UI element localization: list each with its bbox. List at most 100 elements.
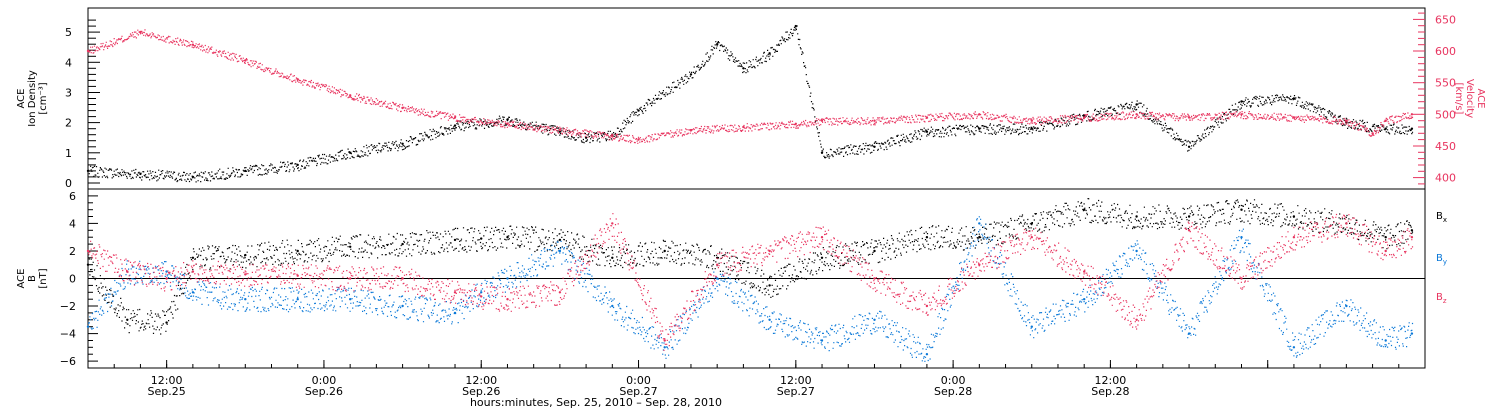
bz-series-point bbox=[349, 277, 352, 280]
by-series-point bbox=[480, 291, 483, 294]
bx-series-point bbox=[1410, 229, 1414, 232]
b-y-tick-label: −6 bbox=[60, 355, 76, 368]
bz-series-point bbox=[1083, 270, 1086, 273]
left-tick-label: 2 bbox=[65, 117, 72, 130]
legend-bz: Bz bbox=[1436, 292, 1447, 305]
legend-bz-sub: z bbox=[1443, 297, 1447, 305]
right-tick-label: 650 bbox=[1435, 13, 1456, 26]
x-tick-label-date: Sep.27 bbox=[619, 385, 657, 398]
bz-series-point bbox=[1384, 249, 1387, 253]
bz-series-point bbox=[480, 295, 483, 298]
bx-series-point bbox=[1135, 215, 1138, 218]
bx-series-point bbox=[663, 249, 666, 253]
left-tick-label: 5 bbox=[65, 26, 72, 39]
by-series-point bbox=[244, 298, 247, 301]
by-series-point bbox=[820, 339, 824, 342]
legend-bx-sub: x bbox=[1443, 216, 1447, 224]
magnetic-field-panel: −6−4−20246ACEB[nT]BxByBz12:00Sep.250:00S… bbox=[16, 188, 1447, 398]
bx-series-point bbox=[768, 284, 771, 287]
density-series-point bbox=[1410, 127, 1414, 130]
bz-series-point bbox=[86, 249, 90, 253]
bz-series-point bbox=[1292, 236, 1296, 239]
by-series-point bbox=[1030, 325, 1034, 328]
bz-series-point bbox=[768, 249, 771, 253]
by-series-point bbox=[1240, 236, 1243, 239]
density-series-point bbox=[1135, 103, 1138, 106]
b-y-tick-label: −4 bbox=[60, 328, 76, 341]
bx-series-point bbox=[925, 236, 929, 239]
right-axis-label: ACEVelocity[km/s] bbox=[1453, 79, 1486, 118]
bx-series-point bbox=[480, 237, 483, 240]
density-series-point bbox=[873, 145, 876, 148]
legend-bx: Bx bbox=[1436, 211, 1447, 224]
x-tick-label-time: 0:00 bbox=[941, 374, 966, 387]
bx-series-point bbox=[349, 245, 352, 248]
by-series-point bbox=[768, 318, 771, 321]
by-series-point bbox=[663, 346, 666, 349]
bx-series-point bbox=[1240, 208, 1243, 211]
x-tick-label-time: 12:00 bbox=[780, 374, 812, 387]
b-y-tick-label: 0 bbox=[69, 273, 76, 286]
b-axis-label-line: B bbox=[27, 275, 38, 282]
b-y-tick-label: 6 bbox=[69, 190, 76, 203]
bz-series-point bbox=[820, 236, 824, 239]
x-axis-title: hours:minutes, Sep. 25, 2010 – Sep. 28, … bbox=[470, 396, 722, 409]
by-series-point bbox=[1135, 249, 1138, 253]
velocity-series bbox=[86, 29, 1414, 144]
density-series-point bbox=[401, 142, 404, 145]
bz-series-point bbox=[506, 298, 509, 301]
by-series-point bbox=[1292, 346, 1296, 349]
bz-series-point bbox=[611, 222, 614, 225]
right-axis-label-line: Velocity bbox=[1464, 79, 1475, 118]
density-series bbox=[86, 24, 1414, 183]
x-tick-label-date: Sep.27 bbox=[777, 385, 815, 398]
left-axis-label: ACEIon Density[cm⁻³] bbox=[16, 70, 49, 127]
density-series-point bbox=[716, 43, 719, 46]
x-tick-label-time: 12:00 bbox=[151, 374, 183, 387]
bz-series-point bbox=[925, 304, 929, 308]
x-tick-label-date: Sep.28 bbox=[934, 385, 972, 398]
x-tick-label-time: 0:00 bbox=[312, 374, 337, 387]
b-y-tick-label: 2 bbox=[69, 245, 76, 258]
left-tick-label: 3 bbox=[65, 87, 72, 100]
bx-series-point bbox=[401, 242, 404, 246]
bx-series-point bbox=[453, 238, 457, 242]
bx-series-point bbox=[191, 256, 195, 259]
right-tick-label: 450 bbox=[1435, 140, 1456, 153]
by-series-point bbox=[165, 270, 168, 273]
bz-series-point bbox=[663, 339, 666, 342]
by-series-point bbox=[506, 277, 509, 280]
by-series-point bbox=[401, 304, 404, 308]
bz-series-point bbox=[296, 274, 299, 277]
bx-series-point bbox=[611, 256, 614, 259]
velocity-series-point bbox=[1187, 116, 1191, 119]
bx-series-point bbox=[820, 256, 824, 259]
by-series-point bbox=[925, 353, 929, 356]
right-tick-label: 500 bbox=[1435, 108, 1456, 121]
x-tick-label-date: Sep.26 bbox=[462, 385, 500, 398]
bx-series-point bbox=[165, 321, 168, 324]
density-series-point bbox=[1187, 145, 1191, 148]
bz-series-point bbox=[1030, 236, 1034, 239]
velocity-series-point bbox=[1410, 113, 1414, 116]
velocity-series-point bbox=[611, 135, 614, 138]
density-series-point bbox=[453, 124, 457, 127]
b-axis-label-line: ACE bbox=[16, 269, 27, 289]
b-y-tick-label: 4 bbox=[69, 217, 76, 230]
bx-series-point bbox=[1384, 236, 1387, 239]
left-tick-label: 1 bbox=[65, 147, 72, 160]
bx-series-point bbox=[86, 263, 90, 266]
bz-series-point bbox=[558, 291, 562, 294]
b-axis-label-line: [nT] bbox=[38, 268, 49, 288]
x-tick-label-date: Sep.26 bbox=[305, 385, 343, 398]
bx-series-point bbox=[1187, 215, 1191, 218]
b-axis-label: ACEB[nT] bbox=[16, 268, 49, 288]
bz-series bbox=[86, 213, 1414, 351]
bz-series-point bbox=[453, 291, 457, 294]
by-series-point bbox=[296, 298, 299, 301]
right-tick-label: 550 bbox=[1435, 77, 1456, 90]
bz-series-point bbox=[1345, 222, 1348, 225]
x-tick-label-time: 12:00 bbox=[465, 374, 497, 387]
